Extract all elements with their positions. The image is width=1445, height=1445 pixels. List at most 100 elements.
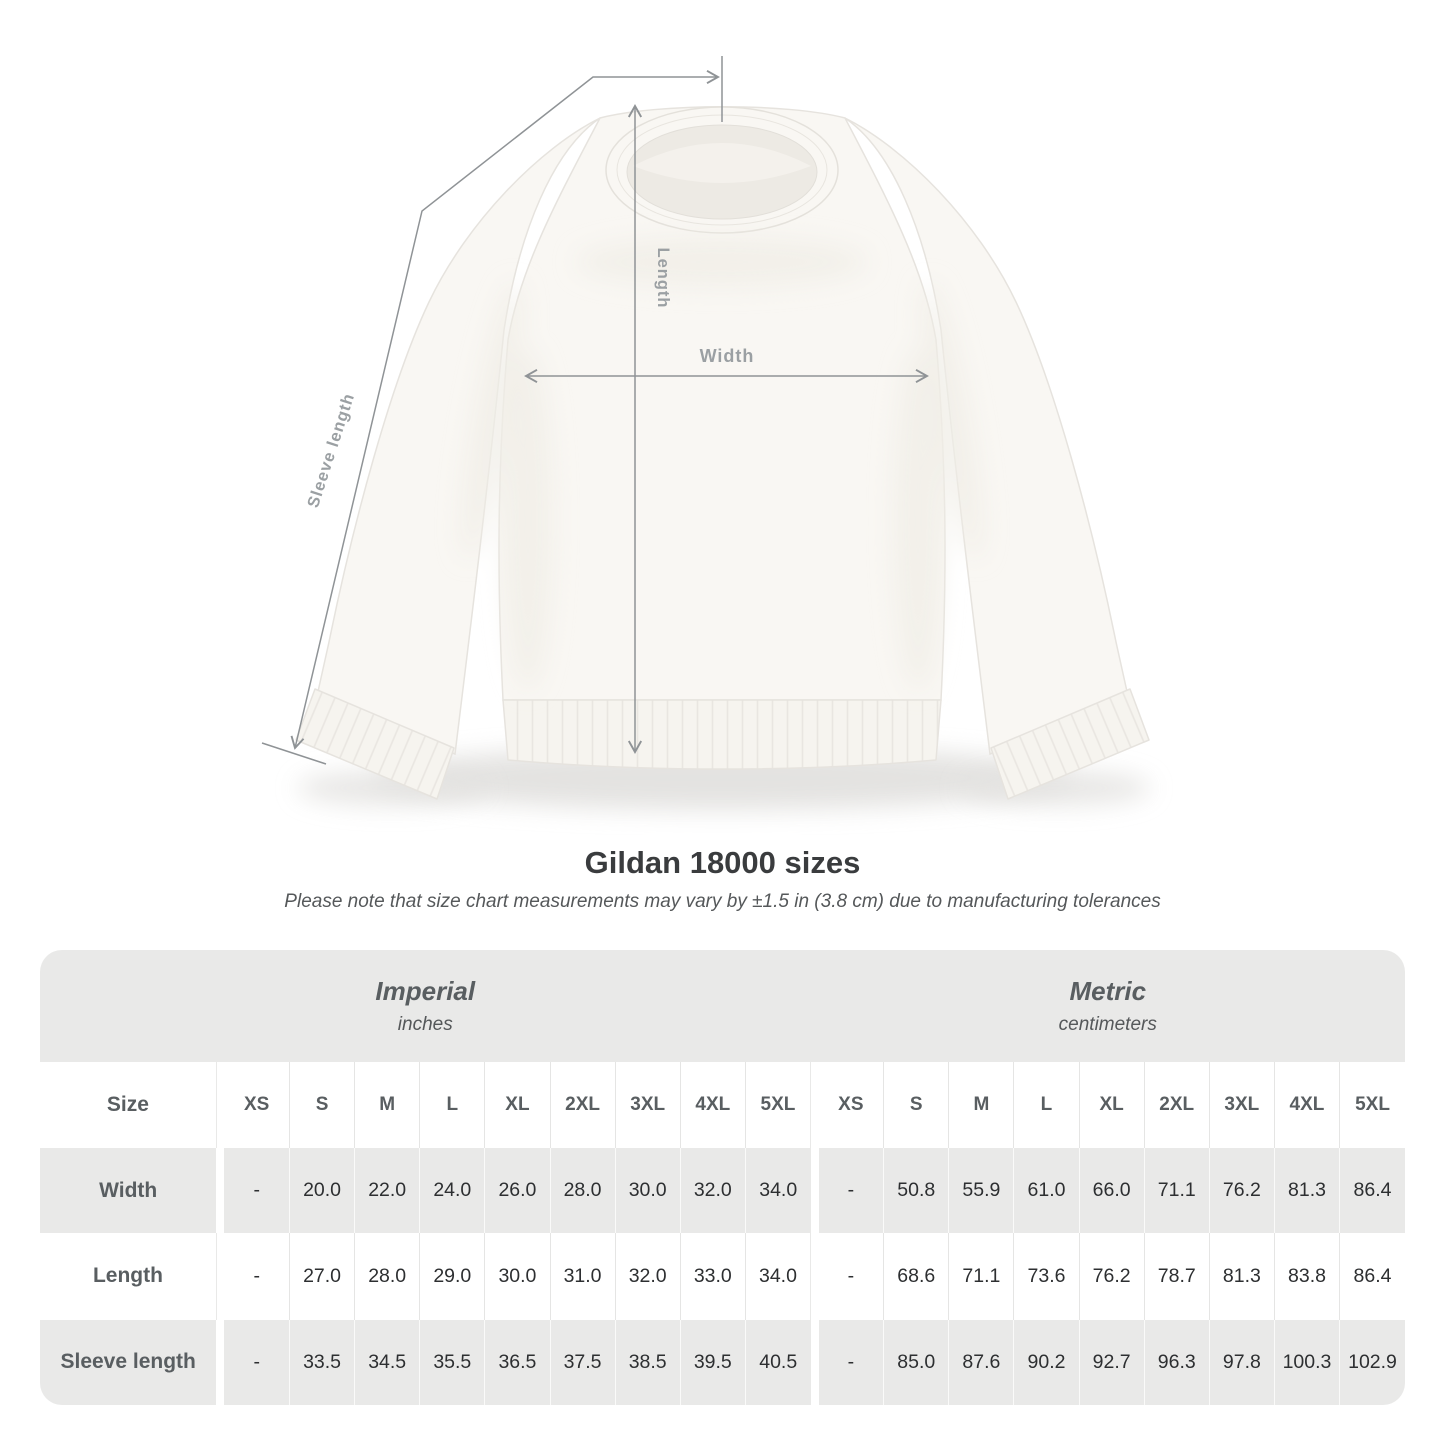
column-header: 5XL — [744, 1062, 811, 1148]
sleeve-length-label: Sleeve length — [304, 391, 358, 510]
page-title: Gildan 18000 sizes — [584, 845, 861, 880]
section-gap — [810, 1062, 819, 1148]
size-table-container: Imperial inches Metric centimeters Size … — [40, 950, 1405, 1405]
table-cell: 37.5 — [549, 1319, 616, 1405]
table-cell: 22.0 — [354, 1147, 420, 1234]
hem-band — [502, 699, 942, 770]
table-cell: 29.0 — [419, 1233, 485, 1320]
table-cell: 24.0 — [419, 1147, 485, 1234]
table-cell: 33.0 — [679, 1233, 746, 1320]
table-cell: - — [253, 1179, 260, 1202]
section-gap — [215, 1062, 225, 1148]
right-cuff — [990, 688, 1150, 800]
column-header: 4XL — [679, 1062, 746, 1148]
column-header: S — [883, 1062, 949, 1148]
sweatshirt-image: Length Width Sleeve length — [261, 56, 1151, 810]
table-cell: 34.0 — [744, 1233, 811, 1320]
column-header: 2XL — [1143, 1062, 1210, 1148]
table-cell: - — [847, 1350, 855, 1373]
table-cell: 83.8 — [1273, 1233, 1340, 1320]
section-gap — [215, 1233, 225, 1320]
table-cell: 100.3 — [1273, 1319, 1340, 1405]
table-cell: 85.0 — [883, 1319, 949, 1405]
table-cell: 26.0 — [484, 1147, 550, 1234]
section-gap — [810, 1233, 819, 1320]
sweatshirt-garment — [295, 106, 1150, 800]
table-cell: 30.0 — [614, 1147, 681, 1234]
table-cell: 31.0 — [549, 1233, 616, 1320]
sleeve-length-row: Sleeve length - 33.5 34.5 35.5 36.5 37.5… — [40, 1319, 1405, 1405]
metric-title: Metric — [1069, 975, 1147, 1006]
table-cell: 61.0 — [1013, 1147, 1080, 1234]
table-cell: 86.4 — [1339, 1233, 1405, 1320]
table-cell: - — [847, 1179, 855, 1202]
imperial-unit: inches — [397, 1013, 453, 1035]
section-gap — [216, 1319, 225, 1405]
table-cell: 90.2 — [1013, 1319, 1080, 1405]
table-cell: 33.5 — [288, 1319, 355, 1405]
table-cell: 27.0 — [288, 1233, 355, 1320]
imperial-section-header: Imperial inches — [40, 950, 811, 1063]
size-header-row: Size XS S M L XL 2XL 3XL 4XL 5XL XS S M … — [40, 1062, 1405, 1148]
column-header: 2XL — [549, 1062, 616, 1148]
table-cell: 20.0 — [288, 1147, 355, 1234]
table-cell: 32.0 — [614, 1233, 681, 1320]
section-gap — [810, 1319, 819, 1405]
table-cell: 87.6 — [948, 1319, 1014, 1405]
section-gap — [810, 1147, 819, 1234]
table-cell: 30.0 — [484, 1233, 550, 1320]
table-cell: 34.5 — [354, 1319, 420, 1405]
table-cell: 76.2 — [1078, 1233, 1145, 1320]
table-cell: 102.9 — [1339, 1319, 1405, 1405]
column-header: S — [288, 1062, 355, 1148]
table-cell: 28.0 — [354, 1233, 420, 1320]
column-header: M — [948, 1062, 1014, 1148]
table-cell: 40.5 — [744, 1319, 811, 1405]
column-header: 4XL — [1273, 1062, 1340, 1148]
table-cell: 55.9 — [948, 1147, 1014, 1234]
column-header: 3XL — [1208, 1062, 1275, 1148]
table-cell: 38.5 — [614, 1319, 681, 1405]
table-cell: 66.0 — [1078, 1147, 1145, 1234]
column-header: XL — [484, 1062, 550, 1148]
table-cell: 78.7 — [1143, 1233, 1210, 1320]
cuff-end-tick — [261, 742, 327, 765]
table-cell: 36.5 — [484, 1319, 550, 1405]
size-row-label: Size — [106, 1093, 149, 1117]
unit-band-row: Imperial inches Metric centimeters — [40, 950, 1405, 1063]
table-cell: 35.5 — [419, 1319, 485, 1405]
column-header: L — [419, 1062, 485, 1148]
table-cell: 71.1 — [948, 1233, 1014, 1320]
table-cell: 92.7 — [1078, 1319, 1145, 1405]
width-label: Width — [700, 346, 755, 366]
dimension-lines — [261, 56, 929, 765]
imperial-title: Imperial — [375, 975, 476, 1006]
table-cell: - — [847, 1264, 855, 1287]
table-cell: 39.5 — [679, 1319, 746, 1405]
size-table: Imperial inches Metric centimeters Size … — [40, 950, 1405, 1405]
column-header: XL — [1078, 1062, 1145, 1148]
table-cell: 50.8 — [883, 1147, 949, 1234]
metric-section-header: Metric centimeters — [810, 950, 1405, 1063]
table-cell: 32.0 — [679, 1147, 746, 1234]
length-row: Length - 27.0 28.0 29.0 30.0 31.0 32.0 3… — [40, 1233, 1405, 1320]
column-header: XS — [244, 1094, 270, 1116]
row-label: Width — [99, 1178, 158, 1202]
table-cell: 68.6 — [883, 1233, 949, 1320]
section-gap — [216, 1147, 225, 1234]
heading-block: Gildan 18000 sizes Please note that size… — [0, 845, 1445, 913]
table-cell: 96.3 — [1143, 1319, 1210, 1405]
table-cell: 76.2 — [1208, 1147, 1275, 1234]
tolerance-note: Please note that size chart measurements… — [284, 891, 1161, 912]
column-header: M — [354, 1062, 420, 1148]
table-cell: 81.3 — [1208, 1233, 1275, 1320]
column-header: L — [1013, 1062, 1080, 1148]
width-row: Width - 20.0 22.0 24.0 26.0 28.0 30.0 32… — [40, 1147, 1405, 1234]
column-header: 5XL — [1339, 1062, 1405, 1148]
table-cell: 86.4 — [1339, 1147, 1405, 1234]
metric-unit: centimeters — [1058, 1013, 1157, 1035]
row-label: Length — [92, 1264, 163, 1288]
table-cell: - — [253, 1350, 260, 1373]
table-cell: 34.0 — [744, 1147, 811, 1234]
